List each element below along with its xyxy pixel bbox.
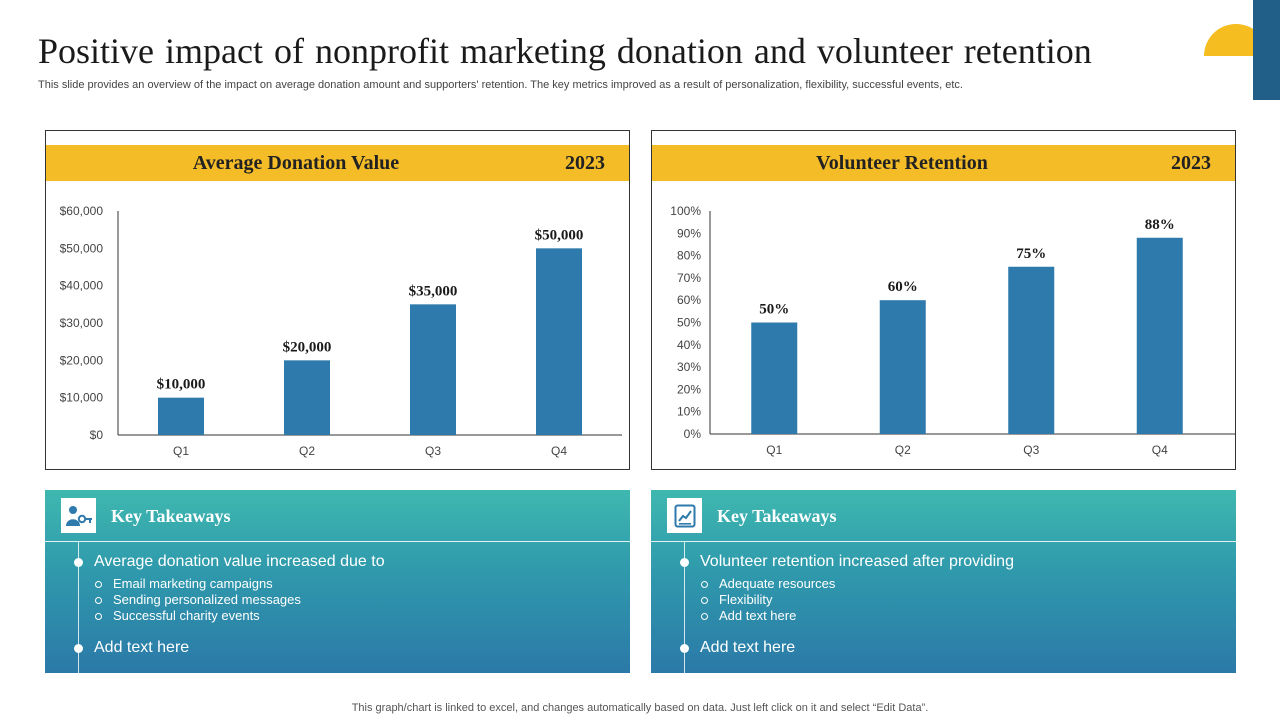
bar-q2 — [879, 300, 926, 434]
y-tick-label: 60% — [677, 293, 701, 307]
y-tick-label: 100% — [670, 204, 701, 218]
data-label-q2: $20,000 — [283, 339, 332, 355]
takeaway-sub-list: Adequate resources Flexibility Add text … — [700, 576, 835, 624]
takeaway-main-point: Volunteer retention increased after prov… — [700, 553, 1014, 570]
slide-subtitle: This slide provides an overview of the i… — [38, 79, 963, 91]
y-tick-label: 70% — [677, 271, 701, 285]
user-key-icon — [61, 498, 96, 533]
bar-q3 — [1008, 266, 1055, 434]
x-tick-label: Q2 — [299, 444, 315, 458]
y-tick-label: 80% — [677, 249, 701, 263]
bar-q2 — [284, 360, 330, 435]
takeaway-extra-point: Add text here — [700, 639, 796, 656]
timeline-line — [684, 542, 685, 673]
y-tick-label: $10,000 — [60, 391, 104, 405]
circle-bullet-icon — [701, 613, 708, 620]
y-tick-label: 20% — [677, 382, 701, 396]
sub-point: Sending personalized messages — [94, 592, 301, 608]
y-tick-label: $60,000 — [60, 204, 104, 218]
takeaways-title: Key Takeaways — [717, 506, 837, 526]
y-tick-label: 30% — [677, 360, 701, 374]
bullet-dot — [680, 644, 689, 653]
bullet-dot — [74, 558, 83, 567]
x-tick-label: Q4 — [1152, 443, 1168, 457]
retention-chart-panel[interactable]: Volunteer Retention 2023 0% 10% 20% 30% 40% 5… — [651, 130, 1236, 470]
y-tick-label: $20,000 — [60, 353, 104, 367]
bar-q4 — [536, 248, 582, 435]
y-tick-label: $40,000 — [60, 279, 104, 293]
x-tick-label: Q4 — [551, 444, 567, 458]
retention-chart-title: Volunteer Retention — [816, 152, 988, 174]
circle-bullet-icon — [701, 581, 708, 588]
y-tick-label: $0 — [90, 428, 104, 442]
x-tick-label: Q3 — [1023, 443, 1039, 457]
sub-point: Email marketing campaigns — [94, 576, 301, 592]
y-tick-label: 90% — [677, 226, 701, 240]
takeaway-sub-list: Email marketing campaigns Sending person… — [94, 576, 301, 624]
donation-chart-header: Average Donation Value 2023 — [46, 145, 629, 181]
sub-point: Adequate resources — [700, 576, 835, 592]
data-label-q4: $50,000 — [535, 227, 584, 243]
donation-chart-panel[interactable]: Average Donation Value 2023 $0 $10,000 $20… — [45, 130, 630, 470]
bar-q1 — [751, 322, 798, 434]
data-label-q1: $10,000 — [157, 377, 206, 393]
takeaways-panel-donation: Key Takeaways Average donation value inc… — [45, 490, 630, 673]
y-tick-label: 50% — [677, 316, 701, 330]
data-label-q4: 88% — [1145, 217, 1175, 233]
donation-chart-year: 2023 — [565, 152, 605, 174]
y-tick-label: 0% — [684, 427, 702, 441]
retention-chart-year: 2023 — [1171, 152, 1211, 174]
data-label-q2: 60% — [888, 279, 918, 295]
circle-bullet-icon — [95, 581, 102, 588]
circle-bullet-icon — [95, 597, 102, 604]
takeaways-header: Key Takeaways — [45, 490, 630, 542]
bullet-dot — [680, 558, 689, 567]
y-tick-label: 40% — [677, 338, 701, 352]
x-tick-label: Q1 — [766, 443, 782, 457]
retention-bar-chart[interactable]: 0% 10% 20% 30% 40% 50% 60% 70% 80% 90% 100% 50% Q1 60… — [652, 131, 1237, 471]
decorative-corner-bar — [1253, 0, 1280, 100]
bar-q4 — [1136, 237, 1183, 434]
data-label-q1: 50% — [759, 302, 789, 318]
x-tick-label: Q1 — [173, 444, 189, 458]
sub-point: Flexibility — [700, 592, 835, 608]
bullet-dot — [74, 644, 83, 653]
donation-chart-title: Average Donation Value — [192, 152, 400, 174]
bar-q1 — [158, 397, 204, 435]
takeaway-main-point: Average donation value increased due to — [94, 553, 385, 570]
circle-bullet-icon — [95, 613, 102, 620]
y-tick-label: $30,000 — [60, 316, 104, 330]
slide-title: Positive impact of nonprofit marketing d… — [38, 31, 1092, 71]
data-label-q3: $35,000 — [409, 283, 458, 299]
donation-bar-chart[interactable]: $0 $10,000 $20,000 $30,000 $40,000 $50,000 $60… — [46, 131, 631, 471]
circle-bullet-icon — [701, 597, 708, 604]
x-tick-label: Q3 — [425, 444, 441, 458]
slide-footer-note: This graph/chart is linked to excel, and… — [351, 702, 929, 714]
y-tick-label: 10% — [677, 405, 701, 419]
retention-chart-header: Volunteer Retention 2023 — [652, 145, 1235, 181]
bar-q3 — [410, 304, 456, 435]
chart-document-icon — [667, 498, 702, 533]
takeaways-title: Key Takeaways — [111, 506, 231, 526]
y-tick-label: $50,000 — [60, 241, 104, 255]
takeaway-extra-point: Add text here — [94, 639, 190, 656]
sub-point: Successful charity events — [94, 608, 301, 624]
takeaways-panel-retention: Key Takeaways Volunteer retention increa… — [651, 490, 1236, 673]
takeaways-header: Key Takeaways — [651, 490, 1236, 542]
data-label-q3: 75% — [1016, 246, 1046, 262]
timeline-line — [78, 542, 79, 673]
x-tick-label: Q2 — [895, 443, 911, 457]
sub-point: Add text here — [700, 608, 835, 624]
